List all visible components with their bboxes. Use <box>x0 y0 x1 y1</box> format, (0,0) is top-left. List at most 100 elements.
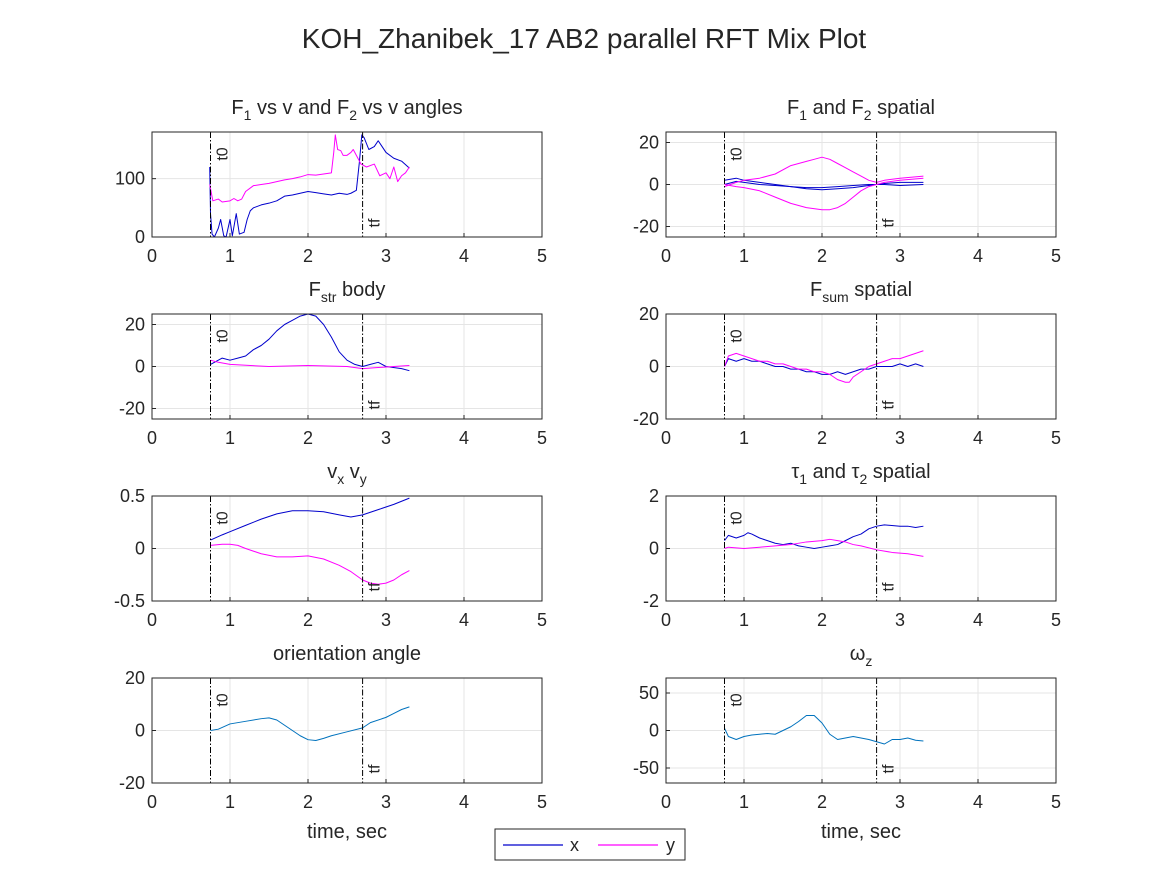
x-tick-label: 3 <box>895 610 905 630</box>
y-tick-label: 0.5 <box>120 486 145 506</box>
y-tick-label: -20 <box>633 217 659 237</box>
series-line-y-2 <box>210 543 410 585</box>
y-tick-label: -20 <box>119 399 145 419</box>
marker-label-tf: tf <box>367 582 384 591</box>
y-tick-label: 50 <box>639 683 659 703</box>
x-tick-label: 3 <box>381 610 391 630</box>
y-tick-label: 0 <box>135 227 145 247</box>
x-tick-label: 2 <box>303 792 313 812</box>
subplot-title: orientation angle <box>273 643 421 665</box>
x-tick-label: 2 <box>303 610 313 630</box>
series-line-y-2 <box>209 134 410 203</box>
x-tick-label: 1 <box>739 428 749 448</box>
x-tick-label: 0 <box>661 610 671 630</box>
x-tick-label: 2 <box>303 428 313 448</box>
x-tick-label: 5 <box>1051 610 1061 630</box>
y-tick-label: 100 <box>115 169 145 189</box>
series-group <box>209 134 410 237</box>
y-tick-label: 0 <box>649 721 659 741</box>
x-tick-label: 0 <box>147 792 157 812</box>
plot-area <box>152 132 542 237</box>
x-tick-label: 5 <box>537 428 547 448</box>
series-line-single-1 <box>724 715 924 745</box>
x-tick-label: 4 <box>973 246 983 266</box>
y-tick-label: -20 <box>633 409 659 429</box>
x-axis-label: time, sec <box>307 821 387 843</box>
subplot-title: Fsum spatial <box>810 279 912 305</box>
x-tick-label: 0 <box>661 792 671 812</box>
y-tick-label: 2 <box>649 486 659 506</box>
x-tick-label: 1 <box>225 792 235 812</box>
subplot-title: F1 vs v and F2 vs v angles <box>231 97 462 123</box>
x-tick-label: 5 <box>1051 428 1061 448</box>
x-tick-label: 1 <box>225 428 235 448</box>
marker-label-t0: t0 <box>215 511 232 524</box>
series-group <box>210 497 410 585</box>
y-tick-label: -50 <box>633 758 659 778</box>
x-tick-label: 2 <box>817 610 827 630</box>
y-tick-label: 20 <box>125 315 145 335</box>
x-tick-label: 5 <box>1051 246 1061 266</box>
series-group <box>724 715 924 745</box>
x-tick-label: 0 <box>661 246 671 266</box>
x-tick-label: 3 <box>381 246 391 266</box>
series-line-x-1 <box>210 497 410 541</box>
marker-label-t0: t0 <box>729 147 746 160</box>
legend-label-y: y <box>666 835 675 855</box>
legend: x y <box>494 828 686 861</box>
x-tick-label: 4 <box>973 428 983 448</box>
marker-label-tf: tf <box>881 400 898 409</box>
y-tick-label: -20 <box>119 773 145 793</box>
marker-label-t0: t0 <box>215 693 232 706</box>
x-tick-label: 1 <box>739 610 749 630</box>
x-tick-label: 0 <box>661 428 671 448</box>
series-line-y-2 <box>210 359 410 370</box>
x-tick-label: 4 <box>459 428 469 448</box>
x-tick-label: 2 <box>817 246 827 266</box>
y-tick-label: 20 <box>639 133 659 153</box>
y-tick-label: 0 <box>135 539 145 559</box>
subplot-title: F1 and F2 spatial <box>787 97 935 123</box>
x-tick-label: 3 <box>381 428 391 448</box>
x-tick-label: 4 <box>459 792 469 812</box>
x-tick-label: 3 <box>895 792 905 812</box>
x-tick-label: 2 <box>817 792 827 812</box>
y-tick-label: 0 <box>649 175 659 195</box>
x-tick-label: 3 <box>381 792 391 812</box>
x-tick-label: 3 <box>895 428 905 448</box>
axes-box <box>151 131 543 238</box>
x-tick-label: 4 <box>459 610 469 630</box>
series-line-single-1 <box>210 706 410 741</box>
y-tick-label: -2 <box>643 591 659 611</box>
x-tick-label: 1 <box>225 246 235 266</box>
series-group <box>210 706 410 741</box>
marker-label-tf: tf <box>881 218 898 227</box>
x-tick-label: 5 <box>1051 792 1061 812</box>
subplot-title: Fstr body <box>309 279 386 305</box>
marker-label-tf: tf <box>881 582 898 591</box>
x-tick-label: 4 <box>973 792 983 812</box>
y-tick-label: -0.5 <box>114 591 145 611</box>
marker-label-t0: t0 <box>215 147 232 160</box>
series-line-y-3 <box>724 177 924 211</box>
subplot-title: vx vy <box>327 461 367 487</box>
subplot-1: t0 tf 0 1 2 3 4 5 0 100 F1 vs v and F2 vs v angles <box>115 97 547 266</box>
series-line-x-2 <box>724 177 924 191</box>
series-line-x-1 <box>209 134 410 237</box>
x-tick-label: 3 <box>895 246 905 266</box>
subplot-title: τ1 and τ2 spatial <box>791 461 930 487</box>
marker-label-t0: t0 <box>729 693 746 706</box>
x-tick-label: 4 <box>973 610 983 630</box>
figure-title: KOH_Zhanibek_17 AB2 parallel RFT Mix Plo… <box>302 23 867 54</box>
y-tick-label: 20 <box>639 304 659 324</box>
marker-label-t0: t0 <box>215 329 232 342</box>
y-tick-label: 0 <box>649 539 659 559</box>
x-tick-label: 0 <box>147 610 157 630</box>
